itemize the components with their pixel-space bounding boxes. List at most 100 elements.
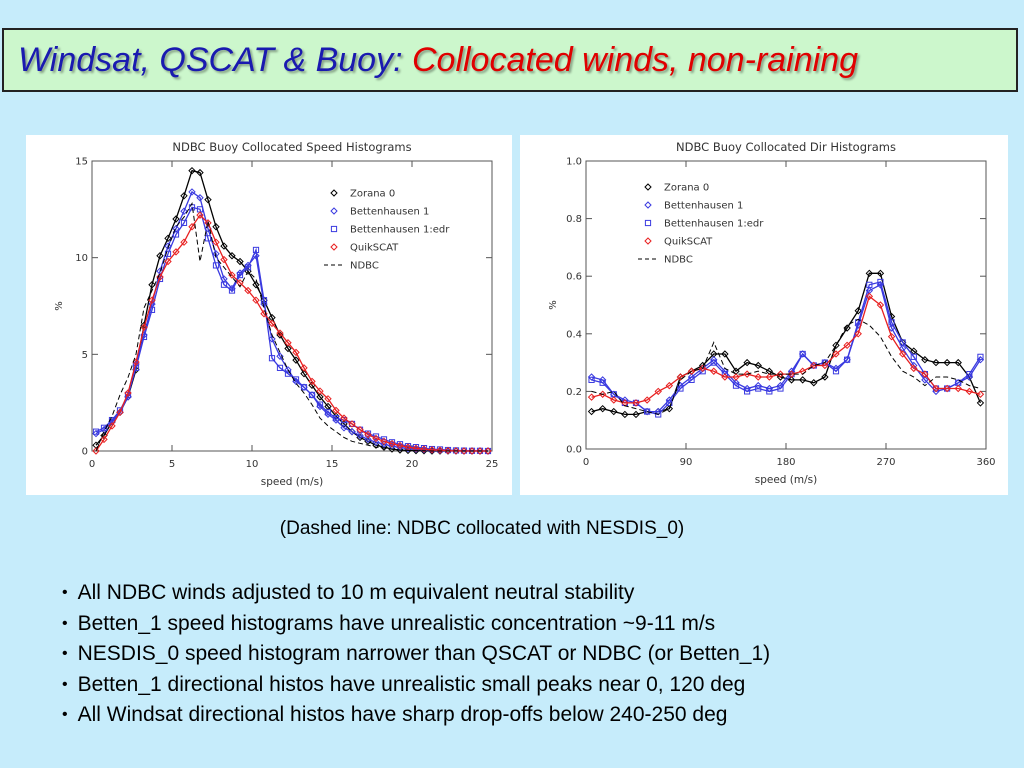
data-point xyxy=(356,431,364,440)
speed-histogram-chart: NDBC Buoy Collocated Speed Histograms 0 5 1… xyxy=(54,140,499,488)
data-point xyxy=(364,430,372,439)
data-point xyxy=(236,257,244,266)
data-point xyxy=(632,399,640,407)
title-banner: Windsat, QSCAT & Buoy: Collocated winds,… xyxy=(2,28,1018,92)
data-point xyxy=(876,301,885,309)
data-point xyxy=(228,252,236,260)
data-point xyxy=(164,257,172,266)
slide-title: Windsat, QSCAT & Buoy: Collocated winds,… xyxy=(18,41,858,80)
data-point xyxy=(372,441,380,449)
data-point xyxy=(677,385,684,392)
data-point xyxy=(710,367,718,375)
data-point xyxy=(687,367,696,375)
data-point xyxy=(220,242,228,250)
legend-label: Bettenhausen 1:edr xyxy=(664,219,764,230)
y-tick-label: 15 xyxy=(75,157,88,168)
data-point xyxy=(428,446,436,454)
data-point xyxy=(260,310,268,318)
data-point xyxy=(108,422,116,430)
data-point xyxy=(340,424,348,432)
data-point xyxy=(776,373,785,381)
bullet-list: All NDBC winds adjusted to 10 m equivale… xyxy=(62,578,771,731)
data-point xyxy=(787,376,796,384)
data-point xyxy=(124,393,132,401)
y-tick-label: 0.8 xyxy=(566,214,582,225)
series-line xyxy=(591,318,981,415)
data-point xyxy=(100,435,108,444)
caption-text: (Dashed line: NDBC collocated with NESDI… xyxy=(279,518,685,539)
legend-label: NDBC xyxy=(350,261,379,272)
bullet-item: NESDIS_0 speed histogram narrower than Q… xyxy=(62,639,771,670)
bullet-item: Betten_1 directional histos have unreali… xyxy=(62,670,770,701)
data-point xyxy=(732,373,740,381)
data-point xyxy=(172,215,180,223)
data-point xyxy=(865,292,874,301)
y-tick-label: 1.0 xyxy=(566,157,582,168)
data-point xyxy=(292,348,300,357)
y-axis-label: % xyxy=(548,300,559,310)
data-point xyxy=(252,246,260,254)
series-line xyxy=(591,281,981,416)
series-line xyxy=(95,214,488,452)
legend-marker xyxy=(330,243,338,251)
data-point xyxy=(610,396,618,404)
data-point xyxy=(910,353,917,360)
data-point xyxy=(380,440,388,448)
series-bettenhausen_edr xyxy=(588,278,984,418)
legend-marker xyxy=(644,183,652,191)
data-point xyxy=(832,368,840,375)
x-tick-label: 90 xyxy=(680,457,693,468)
data-point xyxy=(710,359,717,366)
data-point xyxy=(380,437,388,446)
data-point xyxy=(932,384,940,393)
data-point xyxy=(396,441,404,450)
data-point xyxy=(632,410,640,419)
series-quikscat xyxy=(587,292,985,407)
data-point xyxy=(268,355,276,362)
series-zorana xyxy=(92,166,492,455)
data-point xyxy=(732,382,740,389)
data-point xyxy=(777,385,784,392)
data-point xyxy=(587,393,596,401)
data-point xyxy=(899,339,906,346)
legend-marker xyxy=(644,219,652,227)
data-point xyxy=(854,330,862,338)
data-point xyxy=(172,248,180,256)
data-point xyxy=(832,350,840,358)
x-tick-label: 0 xyxy=(583,457,589,468)
data-point xyxy=(665,381,674,390)
series-line xyxy=(591,272,981,416)
data-point xyxy=(412,444,420,453)
x-tick-label: 180 xyxy=(776,457,795,468)
data-point xyxy=(644,408,651,415)
chart-legend: Zorana 0 Bettenhausen 1 Bettenhausen 1:edr… xyxy=(324,189,450,272)
direction-histogram-panel: NDBC Buoy Collocated Dir Histograms 0 90 18… xyxy=(520,135,1008,495)
data-point xyxy=(843,324,851,332)
data-point xyxy=(876,281,885,289)
data-point xyxy=(180,219,188,226)
series-ndbc xyxy=(95,202,488,452)
legend-marker xyxy=(330,207,338,215)
legend-marker xyxy=(330,225,338,233)
chart-legend: Zorana 0 Bettenhausen 1 Bettenhausen 1:edr… xyxy=(638,183,764,266)
data-point xyxy=(212,262,220,269)
data-point xyxy=(260,297,268,304)
data-point xyxy=(188,223,196,231)
data-point xyxy=(92,428,100,435)
data-point xyxy=(976,390,985,398)
data-point xyxy=(721,373,729,381)
data-point xyxy=(954,358,962,367)
data-point xyxy=(268,319,276,328)
data-point xyxy=(372,438,380,447)
data-point xyxy=(252,296,260,304)
y-tick-label: 0.0 xyxy=(566,445,582,456)
data-point xyxy=(388,445,396,453)
data-point xyxy=(100,424,108,431)
data-point xyxy=(910,364,918,373)
data-point xyxy=(180,207,188,215)
data-point xyxy=(765,373,774,381)
data-point xyxy=(300,369,308,378)
x-tick-label: 25 xyxy=(486,459,499,470)
data-point xyxy=(665,404,674,413)
data-point xyxy=(348,427,356,436)
